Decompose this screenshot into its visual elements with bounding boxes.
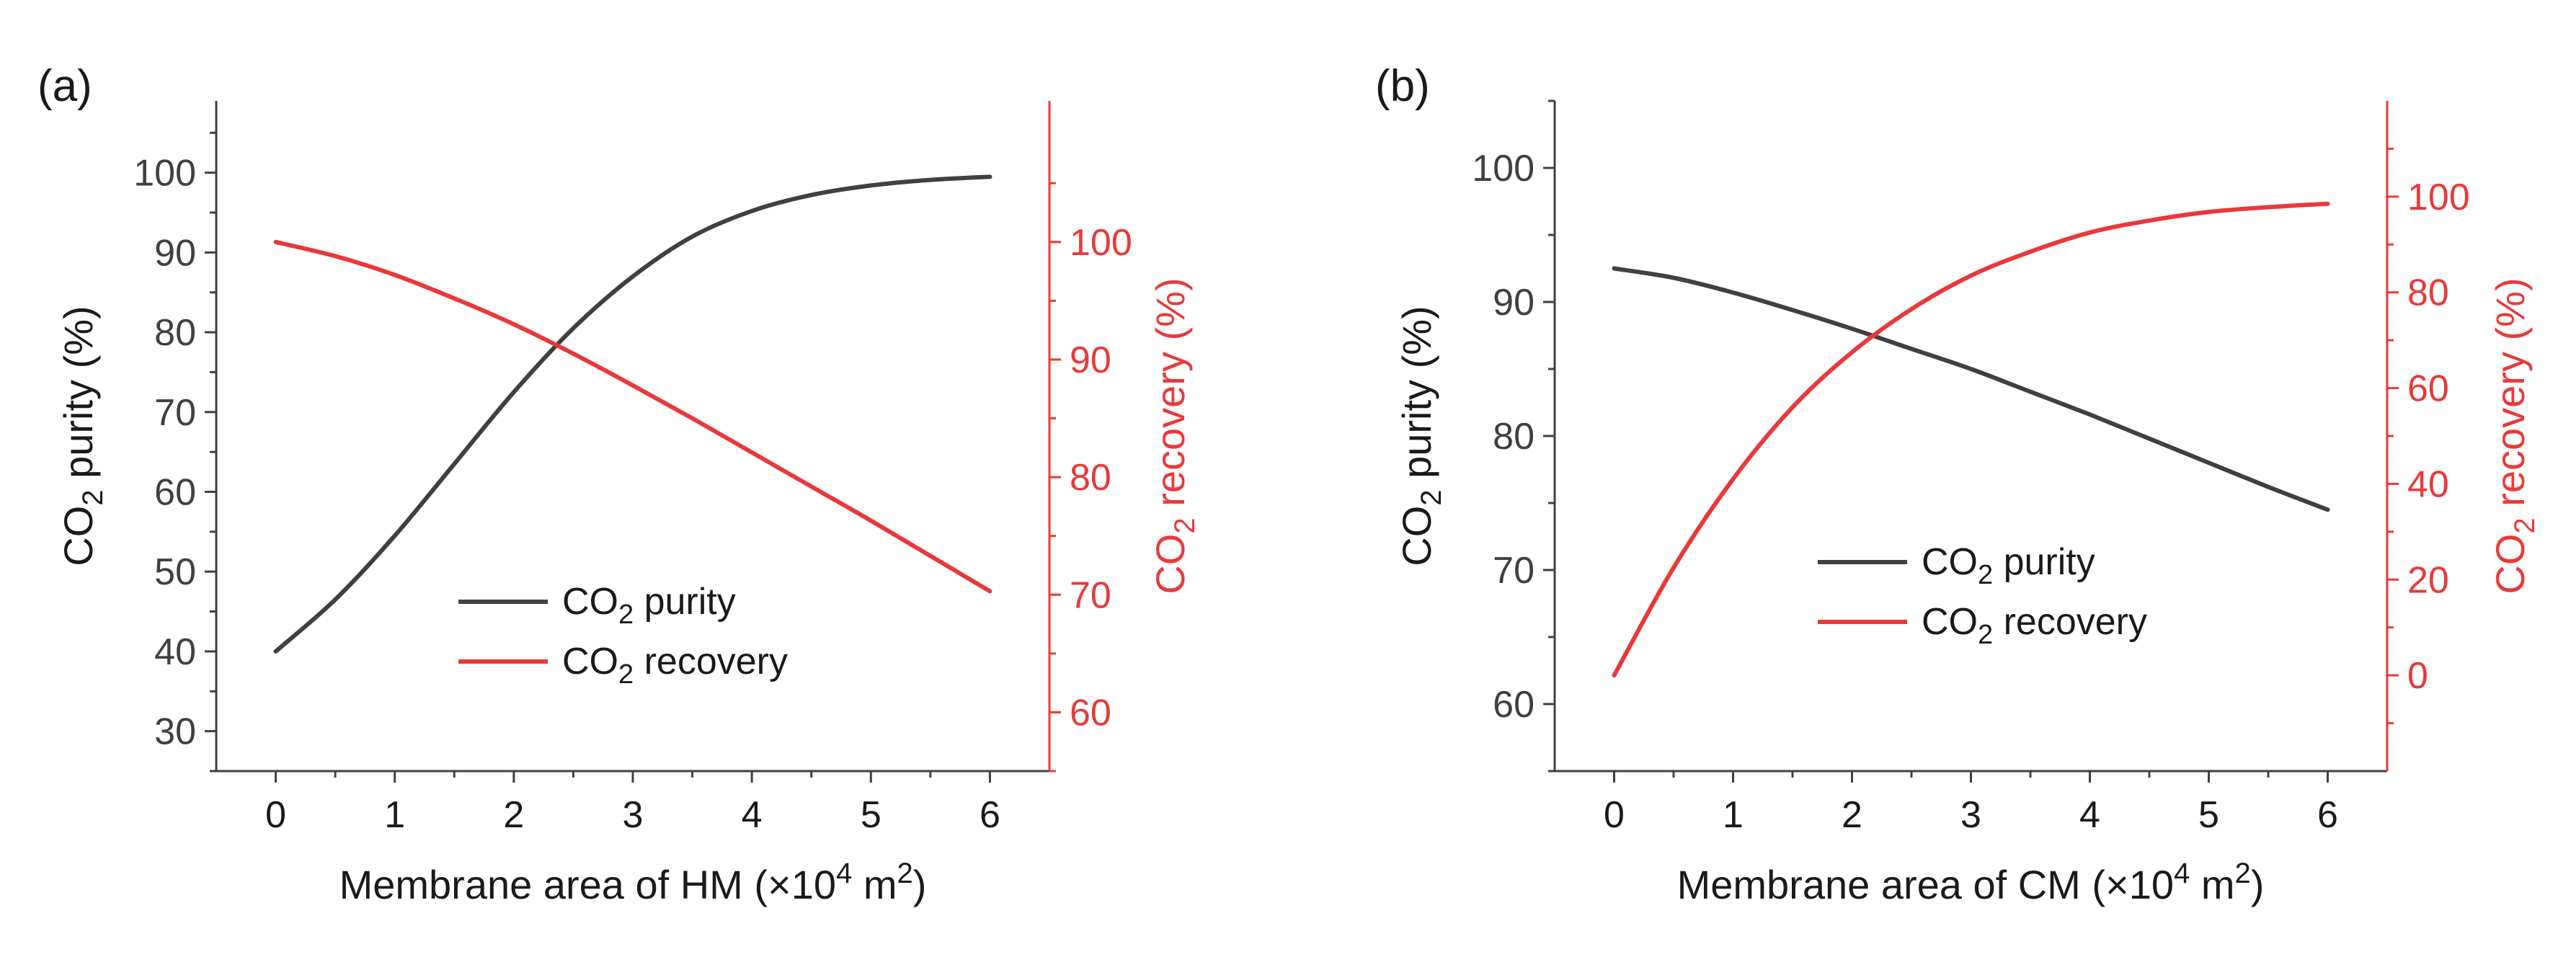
panel-b-label: (b): [1375, 61, 1430, 111]
x-tick-label: 0: [1604, 794, 1625, 836]
panel-b-x-ticks: 0 1 2 3 4 5 6: [1604, 771, 2338, 836]
panel-b-x-axis-title: Membrane area of CM (×104 m2): [1677, 858, 2265, 907]
series-line-co2-recovery: [1612, 201, 2330, 678]
left-tick-label: 50: [154, 551, 196, 593]
right-tick-label: 0: [2407, 655, 2428, 697]
left-tick-label: 100: [133, 153, 196, 195]
panel-a-label: (a): [37, 61, 92, 111]
legend-label-purity: CO2 purity: [562, 581, 736, 630]
right-tick-label: 80: [2407, 272, 2449, 314]
left-tick-label: 80: [154, 312, 196, 354]
panel-a-lines: [273, 174, 992, 654]
panel-b-lines: [1612, 201, 2330, 678]
panel-b-legend: CO2 purity CO2 recovery: [1818, 541, 2147, 650]
left-tick-label: 30: [154, 711, 196, 753]
series-line-co2-purity: [1612, 266, 2330, 512]
right-tick-label: 80: [1070, 457, 1111, 499]
x-tick-label: 0: [265, 794, 286, 836]
right-tick-label: 70: [1070, 574, 1111, 616]
legend-label-recovery: CO2 recovery: [562, 641, 788, 690]
left-tick-label: 80: [1493, 416, 1535, 458]
x-tick-label: 4: [2079, 794, 2100, 836]
panel-a: (a) 0 1 2 3 4 5 6 30 40 50 60 70 80 90 100 60 70 80 90 10…: [37, 61, 1201, 907]
left-tick-label: 70: [1493, 550, 1535, 592]
x-tick-label: 1: [1723, 794, 1744, 836]
right-tick-label: 60: [1070, 692, 1111, 734]
series-line-co2-purity: [273, 174, 992, 654]
panel-b: (b) 0 1 2 3 4 5 6 60 70 80 90 100 0 20 40 60 80 100 Mem…: [1375, 61, 2541, 907]
panel-b-right-ticks: 0 20 40 60 80 100: [2387, 147, 2470, 725]
x-tick-label: 3: [623, 794, 644, 836]
left-tick-label: 90: [154, 232, 196, 274]
x-tick-label: 5: [861, 794, 881, 836]
x-tick-label: 5: [2198, 794, 2219, 836]
x-tick-label: 2: [503, 794, 524, 836]
x-tick-label: 3: [1960, 794, 1981, 836]
panel-b-left-ticks: 60 70 80 90 100: [1472, 99, 1555, 773]
right-tick-label: 40: [2407, 463, 2449, 505]
panel-a-legend: CO2 purity CO2 recovery: [458, 581, 788, 690]
panel-a-left-ticks: 30 40 50 60 70 80 90 100: [133, 131, 216, 773]
x-tick-label: 1: [384, 794, 405, 836]
legend-label-recovery: CO2 recovery: [1922, 601, 2147, 650]
right-tick-label: 90: [1070, 339, 1111, 381]
x-tick-label: 2: [1842, 794, 1862, 836]
left-tick-label: 60: [154, 472, 196, 514]
panel-a-right-ticks: 60 70 80 90 100: [1049, 182, 1132, 773]
right-tick-label: 100: [1070, 222, 1132, 264]
left-tick-label: 60: [1493, 684, 1535, 726]
left-tick-label: 100: [1472, 148, 1535, 190]
panel-b-right-axis-title: CO2 recovery (%): [2487, 277, 2541, 594]
panel-a-left-axis-title: CO2 purity (%): [55, 306, 109, 566]
left-tick-label: 90: [1493, 282, 1535, 324]
left-tick-label: 70: [154, 392, 196, 434]
right-tick-label: 20: [2407, 559, 2449, 601]
panel-a-x-ticks: 0 1 2 3 4 5 6: [265, 771, 1000, 836]
series-line-co2-recovery: [273, 239, 992, 594]
right-tick-label: 60: [2407, 368, 2449, 410]
left-tick-label: 40: [154, 631, 196, 673]
panel-a-x-axis-title: Membrane area of HM (×104 m2): [339, 858, 927, 907]
x-tick-label: 6: [980, 794, 1000, 836]
panel-b-left-axis-title: CO2 purity (%): [1394, 306, 1447, 566]
legend-label-purity: CO2 purity: [1922, 541, 2095, 590]
x-tick-label: 4: [742, 794, 763, 836]
panel-a-right-axis-title: CO2 recovery (%): [1147, 277, 1201, 594]
right-tick-label: 100: [2407, 177, 2470, 218]
x-tick-label: 6: [2317, 794, 2338, 836]
